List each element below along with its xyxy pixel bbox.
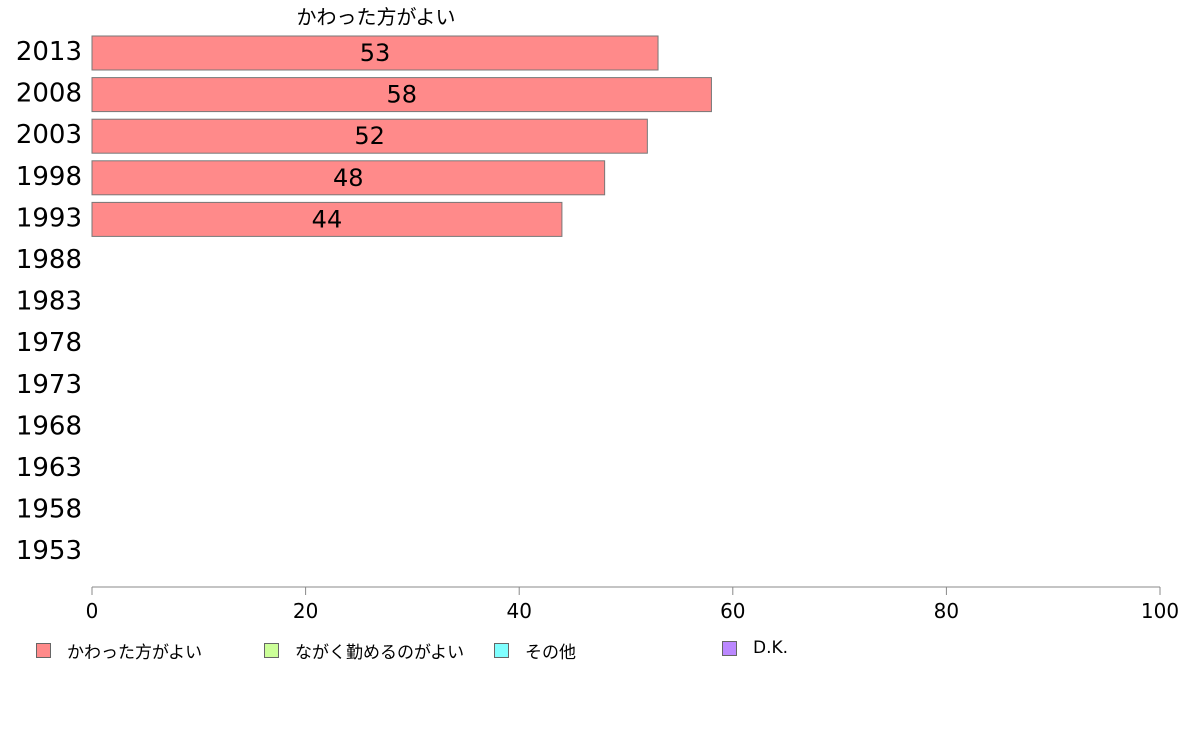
- category-label: 2013: [16, 37, 82, 67]
- data-label: 48: [333, 164, 364, 192]
- category-label: 1958: [16, 495, 82, 525]
- bar: [91, 118, 648, 154]
- x-tick-label: 60: [720, 599, 745, 623]
- category-label: 1953: [16, 536, 82, 566]
- bar: [91, 77, 712, 113]
- legend-item: D.K.: [722, 638, 788, 658]
- legend-label: その他: [525, 643, 576, 663]
- legend-label: かわった方がよい: [67, 643, 203, 663]
- category-label: 1998: [16, 162, 82, 192]
- category-label: 2003: [16, 120, 82, 150]
- category-label: 1968: [16, 411, 82, 441]
- legend-swatch: [494, 643, 509, 658]
- legend: かわった方がよい ながく勤めるのがよい その他 D.K.: [36, 638, 1156, 663]
- category-label: 1993: [16, 203, 82, 233]
- y-axis-labels: 2013 2008 2003 1998 1993 1988 1983 1978 1973 1968…: [16, 37, 82, 566]
- x-axis: 0 20 40 60 80 100: [86, 586, 1179, 623]
- legend-swatch: [264, 643, 279, 658]
- bar: [91, 201, 563, 237]
- category-label: 1978: [16, 328, 82, 358]
- category-label: 1988: [16, 245, 82, 275]
- legend-label: ながく勤めるのがよい: [295, 643, 465, 663]
- data-label: 52: [354, 122, 385, 150]
- bar: [91, 35, 659, 71]
- x-tick-label: 100: [1141, 599, 1179, 623]
- legend-label: D.K.: [753, 638, 789, 658]
- legend-swatch: [36, 643, 51, 658]
- category-label: 2008: [16, 79, 82, 109]
- category-label: 1963: [16, 453, 82, 483]
- category-label: 1973: [16, 370, 82, 400]
- x-tick-label: 20: [293, 599, 318, 623]
- data-label: 58: [386, 81, 417, 109]
- legend-item: ながく勤めるのがよい: [264, 638, 464, 663]
- x-tick-label: 0: [86, 599, 99, 623]
- x-tick-label: 40: [506, 599, 531, 623]
- category-label: 1983: [16, 287, 82, 317]
- data-label: 53: [360, 39, 391, 67]
- series-title: かわった方がよい: [297, 5, 456, 29]
- x-tick-label: 80: [934, 599, 959, 623]
- legend-item: かわった方がよい: [36, 638, 202, 663]
- data-label: 44: [312, 205, 343, 233]
- bar: [91, 160, 606, 196]
- legend-swatch: [722, 640, 737, 656]
- legend-item: その他: [494, 638, 576, 663]
